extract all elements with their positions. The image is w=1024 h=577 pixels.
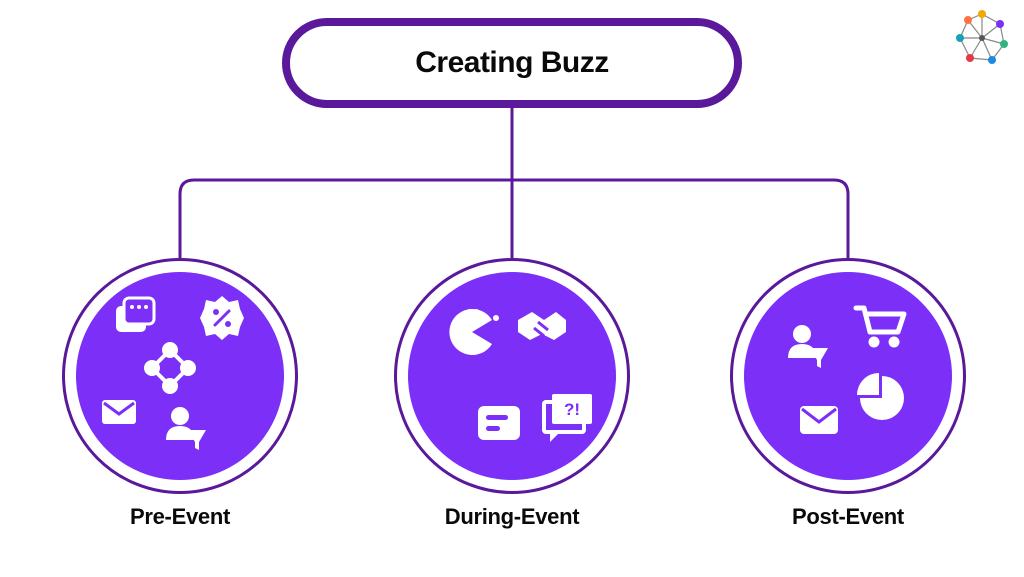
discount-badge-icon [200,296,244,340]
node-during-label: During-Event [394,504,630,530]
network-node-icon [146,344,194,392]
node-during-icons: ?! [408,272,616,480]
title-pill: Creating Buzz [282,18,742,108]
mail-icon [102,400,136,424]
game-icon [449,309,499,355]
pie-chart-icon [857,373,904,420]
poll-box-icon [478,406,520,440]
person-funnel-icon [166,407,206,450]
qa-bubble-icon: ?! [544,394,592,442]
cart-icon [856,308,904,347]
title-text: Creating Buzz [415,46,609,80]
node-during-event: ?! [394,258,630,494]
person-funnel-icon [788,325,828,368]
diagram-root: Creating Buzz [0,0,1024,577]
handshake-icon [518,312,566,340]
node-post-icons [744,272,952,480]
svg-text:?!: ?! [564,400,580,419]
node-post-label: Post-Event [730,504,966,530]
node-post-event [730,258,966,494]
node-pre-label: Pre-Event [62,504,298,530]
squares-dots-icon [116,298,154,332]
node-pre-icons [76,272,284,480]
mail-icon [800,406,838,434]
node-pre-event [62,258,298,494]
brand-logo [954,10,1010,66]
